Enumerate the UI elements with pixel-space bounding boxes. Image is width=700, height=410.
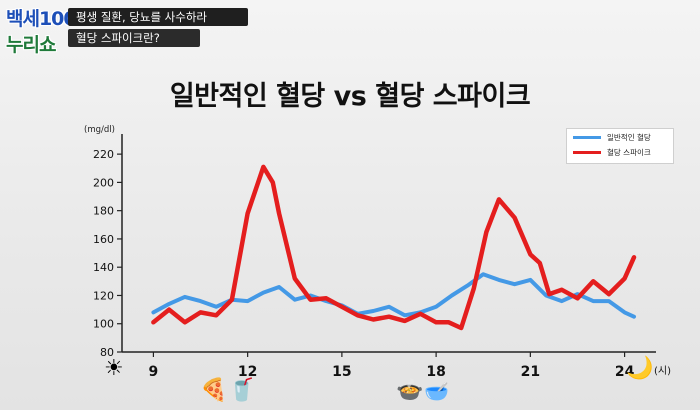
y-tick-label-160: 160 [93, 233, 114, 246]
y-tick-label-180: 180 [93, 205, 114, 218]
legend-swatch-spike [573, 151, 601, 154]
legend-label-normal: 일반적인 혈당 [607, 133, 651, 142]
logo-line2: 누리쇼 [6, 34, 56, 56]
x-tick-label-18: 18 [426, 364, 445, 380]
y-tick-label-80: 80 [100, 346, 114, 359]
drink-icon: 🥤 [228, 378, 256, 403]
y-axis-unit: (mg/dl) [84, 125, 115, 135]
x-tick-label-9: 9 [149, 364, 159, 380]
series-line-spike [151, 164, 637, 331]
series-line-normal [151, 272, 636, 319]
moon-icon: 🌙 [626, 356, 654, 381]
y-tick-label-220: 220 [93, 148, 114, 161]
y-tick-label-200: 200 [93, 176, 114, 189]
logo-line1: 백세100 [6, 8, 77, 30]
y-tick-label-120: 120 [93, 289, 114, 302]
legend-label-spike: 혈당 스파이크 [607, 148, 651, 157]
y-tick-label-140: 140 [93, 261, 114, 274]
y-tick-label-100: 100 [93, 318, 114, 331]
show-logo: 백세100 누리쇼 [6, 4, 77, 60]
x-tick-label-12: 12 [238, 364, 257, 380]
x-tick-label-15: 15 [332, 364, 351, 380]
legend: 일반적인 혈당 혈당 스파이크 [566, 128, 674, 164]
meal-bowls-icon: 🍲 [396, 378, 424, 403]
caption-top: 평생 질환, 당뇨를 사수하라 [68, 8, 248, 26]
side-bowl-icon: 🥣 [424, 379, 449, 403]
chart-title: 일반적인 혈당 vs 혈당 스파이크 [169, 81, 531, 112]
x-tick-label-24: 24 [615, 364, 635, 380]
sun-icon: ☀ [104, 356, 124, 381]
pizza-icon: 🍕 [200, 378, 228, 403]
caption-bottom: 혈당 스파이크란? [68, 29, 200, 47]
x-tick-label-21: 21 [521, 364, 540, 380]
x-axis-unit: (시) [654, 366, 672, 377]
legend-swatch-normal [573, 136, 601, 139]
